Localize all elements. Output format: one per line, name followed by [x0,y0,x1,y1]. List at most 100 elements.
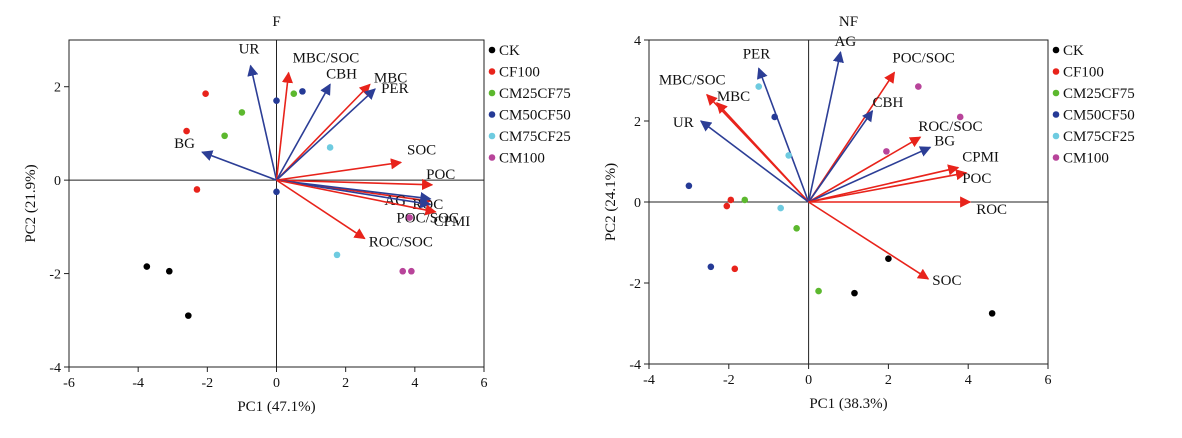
legend-label-cm50cf50: CM50CF50 [1063,108,1135,124]
point-cm75cf25 [333,251,341,259]
legend-marker-cm50cf50 [488,111,496,118]
point-cf100 [183,127,190,135]
loading-label-poc: POC [426,167,455,183]
y-axis-label: PC2 (24.1%) [603,163,619,241]
loading-label-mbc: MBC [717,89,750,105]
loading-arrow-roc-soc [808,136,922,203]
loading-label-cbh: CBH [326,66,357,82]
legend-marker-cf100 [488,68,496,75]
y-tick-label: 0 [634,196,641,211]
loading-label-ag: AG [835,34,857,50]
point-cm25cf75 [793,225,800,232]
chart-title: NF [839,14,858,30]
loading-arrow-cbh [275,83,331,181]
loading-label-per: PER [743,46,771,62]
loading-label-roc-soc: ROC/SOC [918,119,982,135]
legend-marker-ck [1052,46,1060,54]
loading-label-mbc-soc: MBC/SOC [293,51,360,67]
x-tick-label: -4 [643,373,655,388]
point-ck [165,267,173,275]
loading-arrow-ur [247,64,278,181]
legend-label-cm25cf75: CM25CF75 [499,86,571,102]
loading-arrow-cpmi [808,164,960,203]
point-cm25cf75 [290,90,298,98]
loading-label-soc: SOC [407,142,436,158]
loading-arrow-ag [276,179,432,204]
x-tick-label: -2 [201,376,213,391]
y-tick-label: -2 [629,277,641,292]
legend-label-ck: CK [1063,43,1084,59]
x-tick-label: 0 [273,376,280,391]
loading-label-poc-soc: POC/SOC [396,210,459,226]
point-cm50cf50 [273,188,280,196]
legend-marker-cm50cf50 [1052,111,1060,118]
legend-label-cm100: CM100 [1063,151,1109,167]
point-cm75cf25 [785,152,792,159]
point-cm50cf50 [685,182,693,190]
point-cm50cf50 [273,97,280,105]
loading-label-poc: POC [962,171,991,187]
legend-label-cm75cf25: CM75CF25 [499,129,571,145]
legend-label-ck: CK [499,43,520,59]
loading-arrow-per [757,67,810,203]
legend-marker-cm100 [488,154,496,161]
loading-arrow-poc-soc [276,179,432,209]
point-cm75cf25 [777,204,784,212]
loading-label-cpmi: CPMI [962,150,999,166]
x-tick-label: -2 [723,373,735,388]
loading-label-bg: BG [934,133,955,149]
loading-label-ur: UR [673,115,694,131]
point-cm25cf75 [741,196,749,204]
point-cm100 [406,214,413,221]
loading-arrow-per [275,88,376,181]
point-cm25cf75 [238,109,246,116]
loading-label-per: PER [381,81,409,97]
point-cm25cf75 [815,287,822,295]
loading-label-roc-soc: ROC/SOC [369,235,433,251]
y-tick-label: -4 [629,358,641,373]
y-tick-label: -2 [49,268,61,283]
loading-label-mbc: MBC [374,70,407,86]
loading-arrow-cpmi [276,179,437,216]
point-cf100 [193,186,201,193]
x-tick-label: 4 [965,373,972,388]
x-tick-label: -6 [63,376,75,391]
point-cm75cf25 [755,83,763,90]
loading-arrow-ur [699,120,810,203]
loading-arrow-soc [276,158,403,181]
legend-marker-cm75cf25 [1052,132,1060,140]
point-cm50cf50 [771,113,778,121]
point-cf100 [731,265,739,273]
loading-arrow-mbc [716,101,810,203]
x-tick-label: 2 [885,373,892,388]
legend-marker-cf100 [1052,68,1060,75]
loading-arrow-poc [808,169,968,203]
point-cm100 [883,148,890,155]
legend-label-cf100: CF100 [1063,65,1104,81]
x-axis-label: PC1 (47.1%) [237,399,315,415]
loading-arrow-poc [276,178,434,191]
y-tick-label: 0 [54,174,61,189]
point-ck [988,310,996,317]
x-tick-label: 2 [342,376,349,391]
loading-label-cpmi: CPMI [434,214,471,230]
loading-label-poc-soc: POC/SOC [892,50,955,66]
x-tick-label: 0 [805,373,812,388]
y-tick-label: -4 [49,361,61,376]
x-tick-label: 4 [411,376,418,391]
point-cm100 [915,83,922,90]
point-cf100 [723,202,731,210]
point-cm75cf25 [326,144,334,151]
point-cf100 [202,90,209,98]
point-cm100 [408,267,415,275]
legend-marker-cm25cf75 [488,89,496,97]
legend-marker-cm75cf25 [488,132,496,140]
y-tick-label: 4 [634,34,641,49]
x-tick-label: -4 [132,376,144,391]
x-tick-label: 6 [481,376,488,391]
y-axis-label: PC2 (21.9%) [23,164,39,242]
point-cm100 [956,113,964,121]
x-tick-label: 6 [1045,373,1052,388]
